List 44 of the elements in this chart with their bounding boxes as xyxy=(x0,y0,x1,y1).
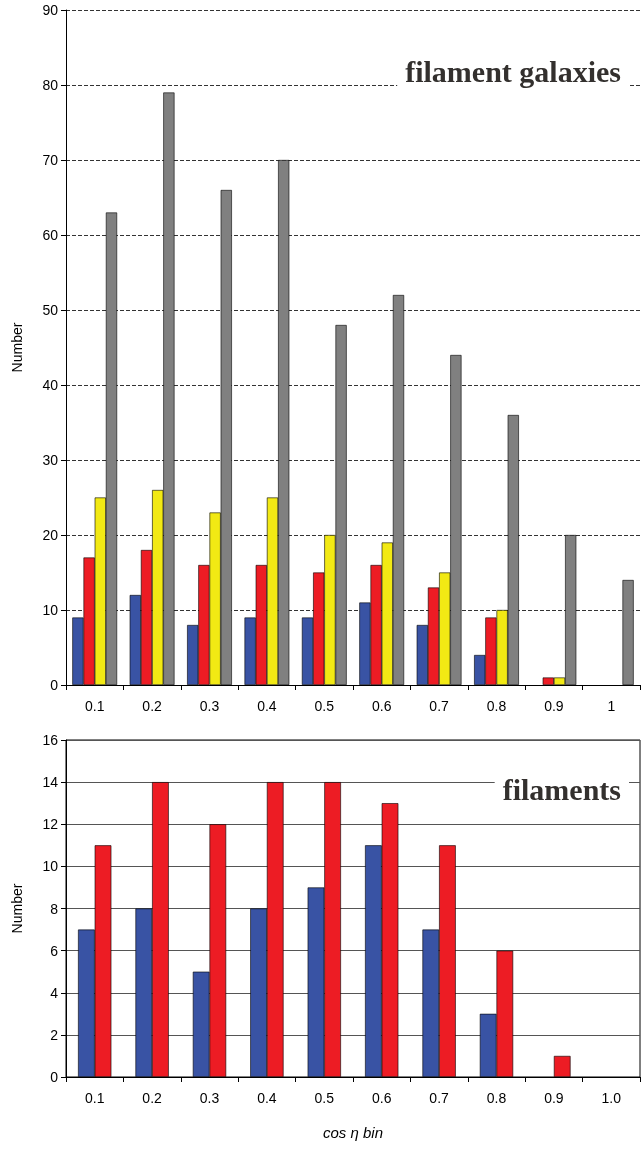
y-tick-label: 2 xyxy=(50,1026,59,1043)
y-tick-label: 90 xyxy=(42,2,59,18)
x-tick-label: 0.4 xyxy=(257,1090,277,1106)
text: filaments xyxy=(502,772,622,806)
x-tick-label: 0.1 xyxy=(84,698,105,714)
x-tick-label: 0.6 xyxy=(371,698,392,714)
x-tick-label: 0.7 xyxy=(429,1090,450,1106)
x-tick-label: 0.1 xyxy=(84,1090,105,1106)
x-tick-label: 0.9 xyxy=(544,698,564,714)
y-tick-label: 20 xyxy=(42,527,59,543)
x-tick-label: 0.2 xyxy=(142,698,163,714)
y-tick-label: 70 xyxy=(42,152,59,168)
y-tick-label: 14 xyxy=(42,774,59,791)
y-tick-label: 0 xyxy=(50,1069,59,1085)
y-tick-label: 80 xyxy=(42,77,59,93)
x-axis-title: cos η bin xyxy=(322,1124,384,1141)
y-tick-label: 6 xyxy=(50,942,59,959)
x-tick-label: 0.3 xyxy=(199,698,220,714)
x-tick-label: 1 xyxy=(607,698,616,714)
x-tick-label: 0.5 xyxy=(314,1090,335,1106)
x-tick-label: 0.4 xyxy=(257,698,277,714)
x-tick-label: 0.8 xyxy=(486,698,507,714)
y-tick-label: 0 xyxy=(50,677,59,693)
x-tick-label: 0.2 xyxy=(142,1090,163,1106)
x-tick-label: 0.7 xyxy=(429,698,450,714)
y-tick-label: 50 xyxy=(42,302,59,318)
y-tick-label: 12 xyxy=(42,816,59,833)
text: filament galaxies xyxy=(405,54,622,88)
x-tick-label: 0.6 xyxy=(371,1090,392,1106)
y-tick-label: 10 xyxy=(42,858,59,875)
x-tick-label: 1.0 xyxy=(601,1090,622,1106)
x-tick-label: 0.5 xyxy=(314,698,335,714)
y-tick-label: 4 xyxy=(50,984,59,1001)
y-axis-title: Number xyxy=(9,322,25,373)
y-tick-label: 30 xyxy=(42,452,59,468)
y-tick-label: 10 xyxy=(42,602,59,618)
x-tick-label: 0.3 xyxy=(199,1090,220,1106)
x-tick-label: 0.8 xyxy=(486,1090,507,1106)
y-tick-label: 16 xyxy=(42,732,59,748)
y-axis-title: Number xyxy=(9,883,25,934)
y-tick-label: 40 xyxy=(42,377,59,393)
y-tick-label: 60 xyxy=(42,227,59,243)
y-tick-label: 8 xyxy=(50,900,59,917)
x-tick-label: 0.9 xyxy=(544,1090,564,1106)
